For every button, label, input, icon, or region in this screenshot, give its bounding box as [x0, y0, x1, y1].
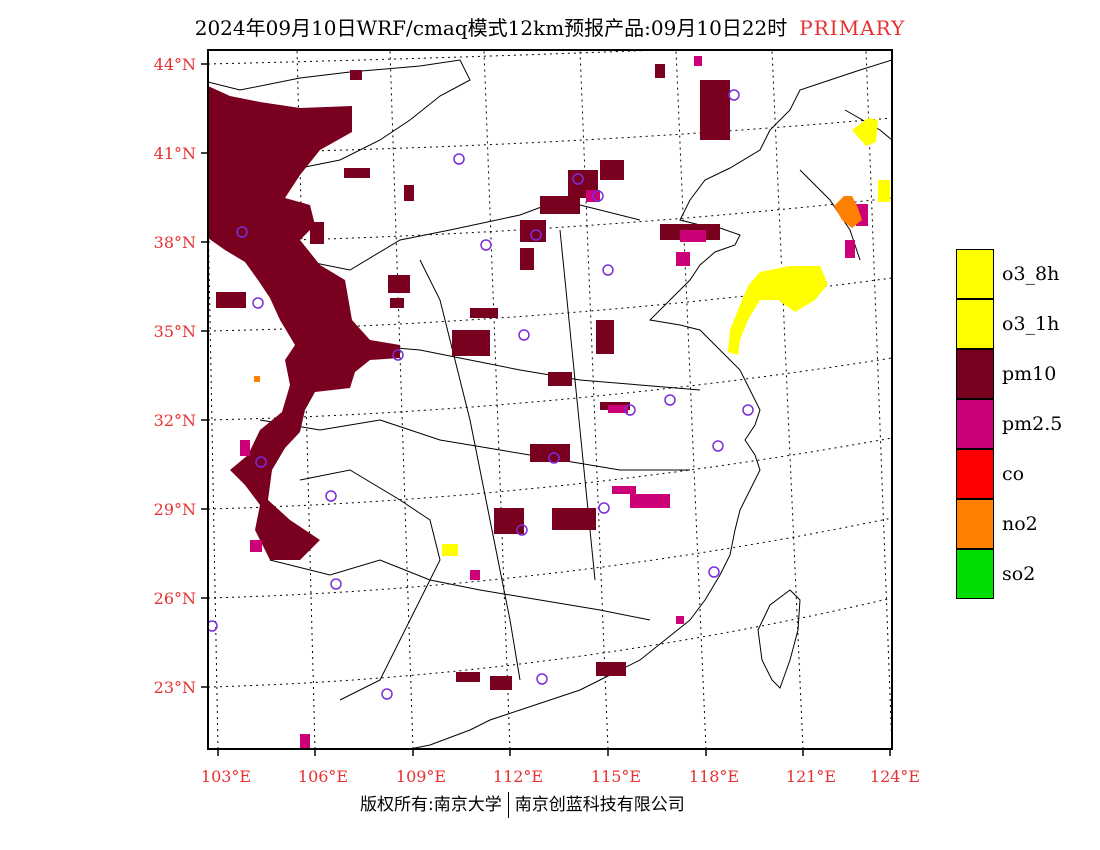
lon-label-124: 124°E	[870, 767, 920, 786]
lat-label-35: 35°N	[154, 322, 196, 341]
legend-swatch-pm10	[956, 349, 994, 399]
boundary-lines	[208, 59, 892, 749]
lon-label-103: 103°E	[201, 767, 251, 786]
province-line-5	[419, 259, 521, 681]
longitude-labels: 103°E 106°E 109°E 112°E 115°E 118°E 121°…	[201, 767, 920, 786]
legend-swatch-so2	[956, 549, 994, 599]
lat-label-38: 38°N	[154, 233, 196, 252]
station-markers	[208, 89, 754, 700]
lon-label-115: 115°E	[591, 767, 641, 786]
lon-label-106: 106°E	[298, 767, 348, 786]
lon-label-112: 112°E	[493, 767, 543, 786]
lat-label-23: 23°N	[154, 678, 196, 697]
map-frame	[207, 49, 893, 750]
legend-label-co: co	[1002, 463, 1025, 485]
legend-swatch-o3-8h	[956, 249, 994, 299]
coastline-east	[409, 59, 892, 749]
lat-label-44: 44°N	[154, 55, 196, 74]
legend-swatch-no2	[956, 499, 994, 549]
copyright-right: 南京创蓝科技有限公司	[514, 795, 685, 815]
legend-swatch-pm25	[956, 399, 994, 449]
pm25-layer	[240, 56, 868, 748]
no2-layer	[254, 196, 862, 382]
province-line-7	[299, 469, 441, 701]
legend-label-o3-8h: o3_8h	[1002, 263, 1060, 285]
legend-label-pm25: pm2.5	[1002, 413, 1063, 435]
legend-label-no2: no2	[1002, 513, 1038, 535]
lat-label-29: 29°N	[154, 500, 196, 519]
axis-ticks	[201, 63, 891, 756]
lat-label-26: 26°N	[154, 589, 196, 608]
copyright-footer: 版权所有:南京大学 南京创蓝科技有限公司	[360, 790, 685, 818]
footer-separator	[507, 792, 509, 818]
latitude-labels: 44°N 41°N 38°N 35°N 32°N 29°N 26°N 23°N	[154, 55, 196, 697]
lat-label-32: 32°N	[154, 411, 196, 430]
lon-label-109: 109°E	[396, 767, 446, 786]
province-line-3	[259, 419, 690, 471]
copyright-left: 版权所有:南京大学	[360, 795, 502, 815]
lat-label-41: 41°N	[154, 144, 196, 163]
legend-label-pm10: pm10	[1002, 363, 1057, 385]
o3-layer	[442, 118, 890, 556]
map-title-main: 2024年09月10日WRF/cmaq模式12km预报产品:09月10日22时	[194, 16, 788, 40]
legend-swatch-co	[956, 449, 994, 499]
taiwan-outline	[757, 589, 801, 689]
lon-label-121: 121°E	[786, 767, 836, 786]
legend-label-o3-1h: o3_1h	[1002, 313, 1060, 335]
map-content	[208, 50, 892, 749]
map-title: 2024年09月10日WRF/cmaq模式12km预报产品:09月10日22时 P…	[0, 12, 1100, 41]
pm10-layer	[208, 64, 730, 690]
legend-swatch-o3-1h	[956, 299, 994, 349]
lon-label-118: 118°E	[689, 767, 739, 786]
legend-label-so2: so2	[1002, 563, 1036, 585]
province-line-4	[269, 559, 651, 621]
map-title-tag: PRIMARY	[799, 16, 906, 40]
